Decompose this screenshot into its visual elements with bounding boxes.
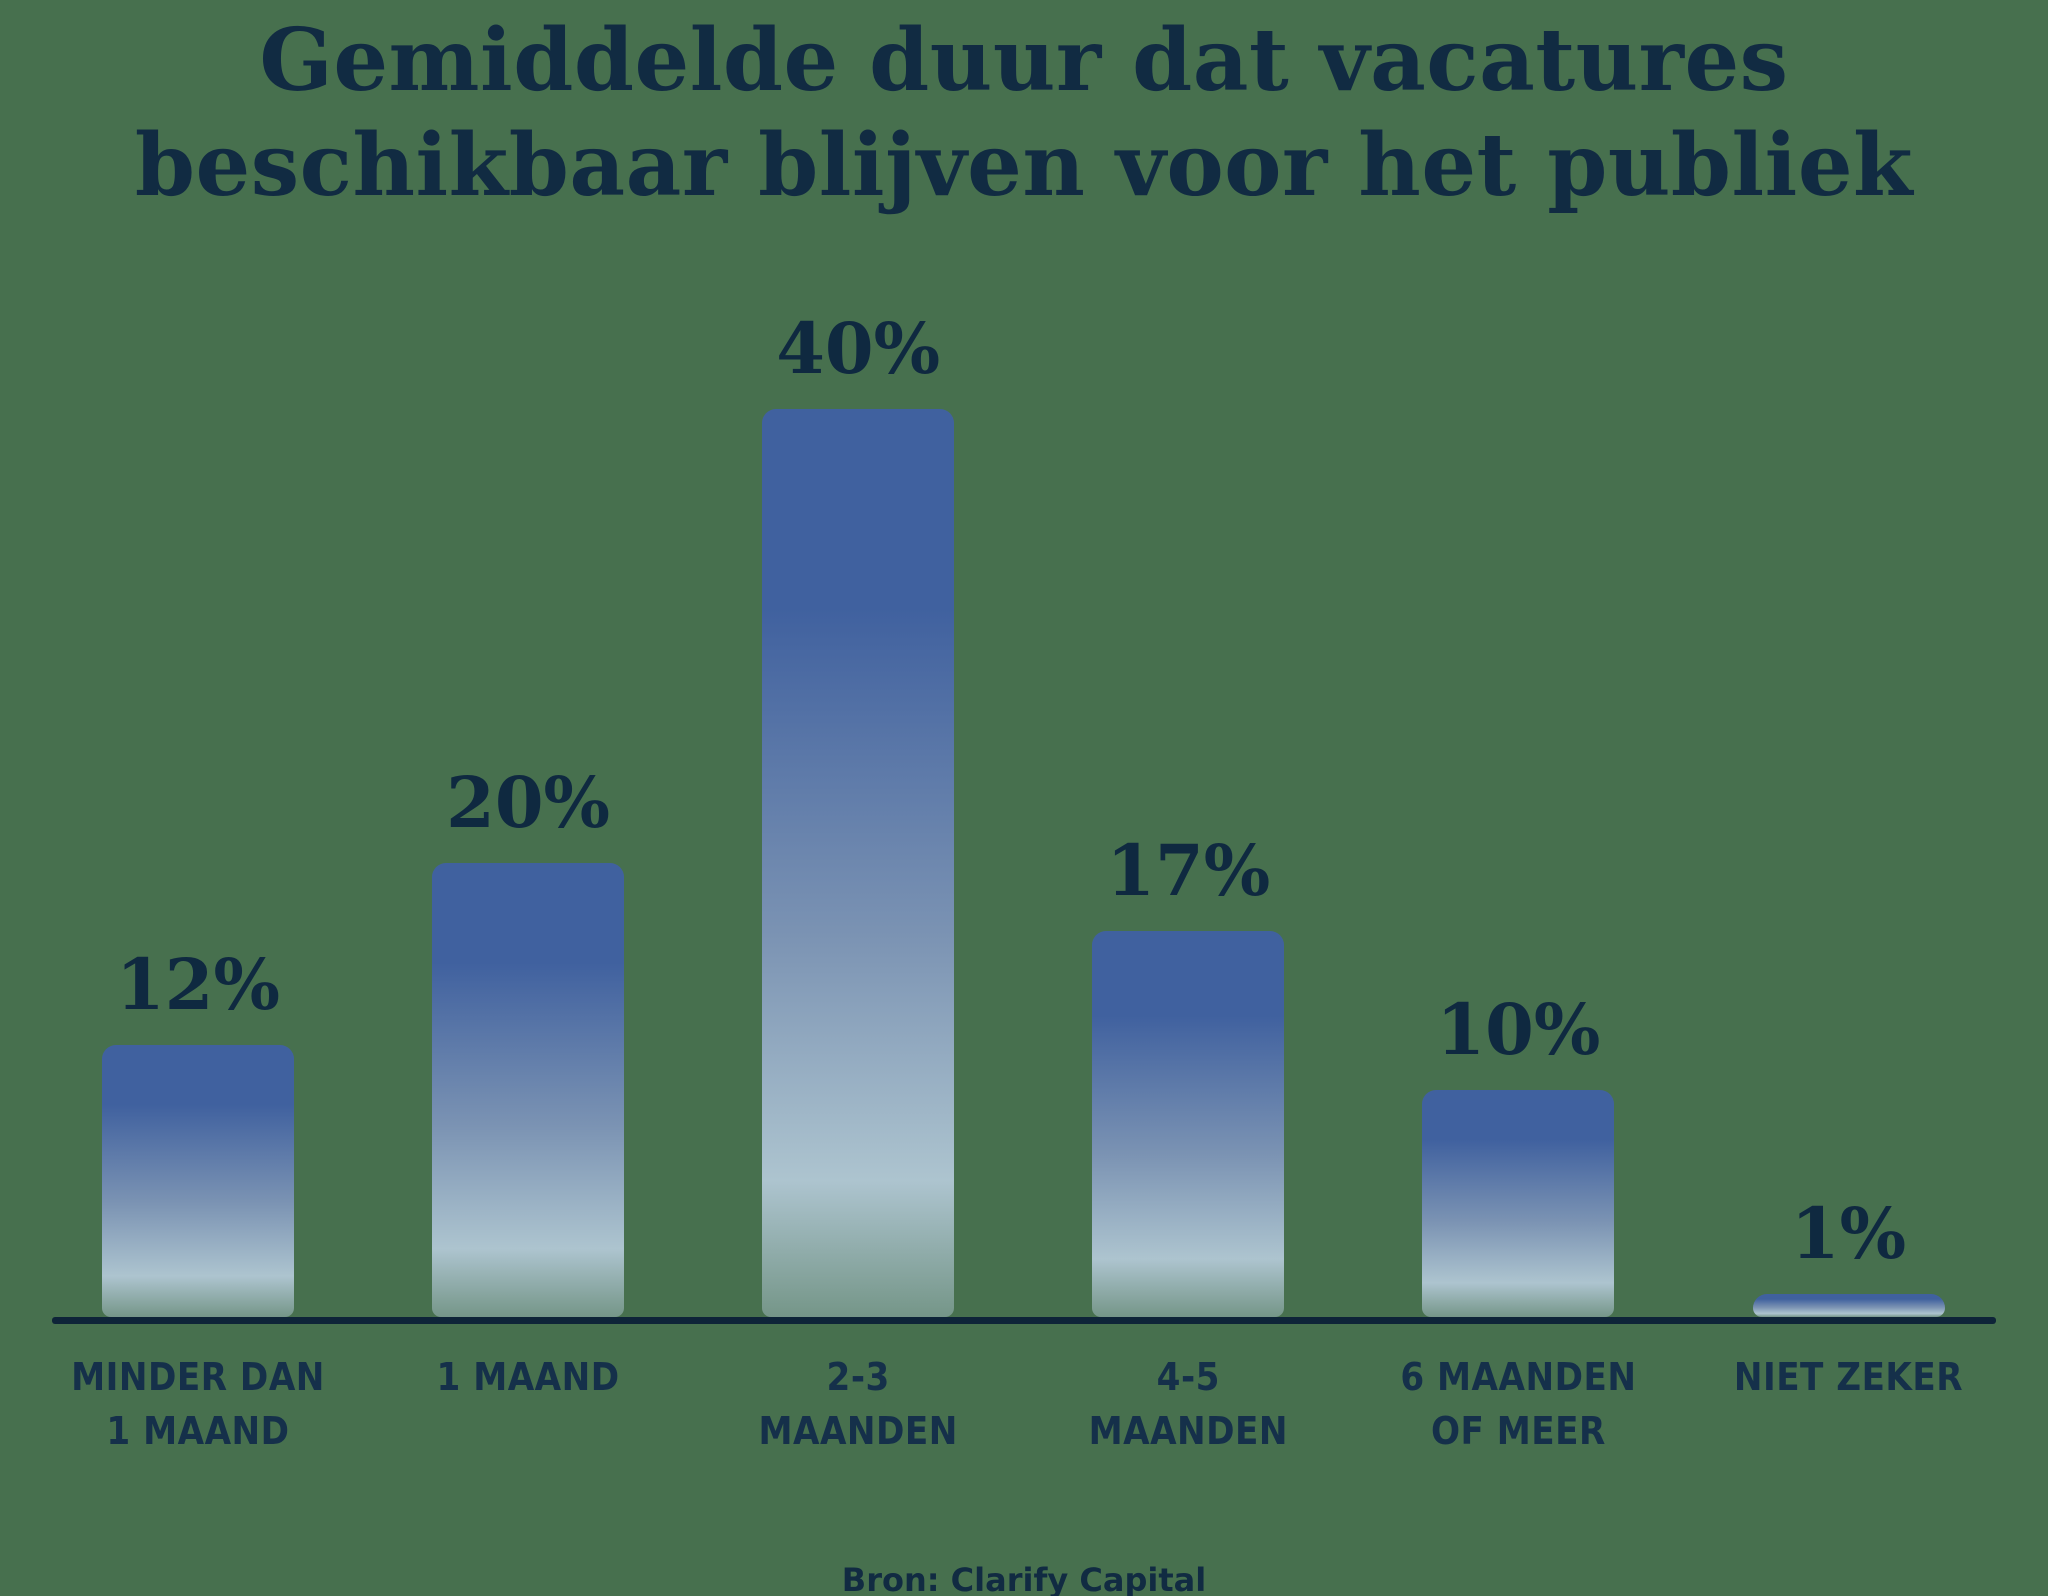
category-label-line: 4-5 xyxy=(1156,1355,1220,1399)
bar-group: 17% 4-5 MAANDEN xyxy=(1018,0,1358,1596)
category-label-line: MAANDEN xyxy=(758,1409,958,1453)
source-credit: Bron: Clarify Capital xyxy=(841,1561,1207,1596)
bar xyxy=(1752,1294,1945,1317)
bar xyxy=(1092,931,1285,1317)
bar-group: 20% 1 MAAND xyxy=(358,0,698,1596)
chart-title-line-1: Gemiddelde duur dat vacatures xyxy=(259,10,1789,111)
category-label-line: 1 MAAND xyxy=(106,1409,290,1453)
category-label-line: 1 MAAND xyxy=(436,1355,620,1399)
chart-title-line-2: beschikbaar blijven voor het publiek xyxy=(134,115,1914,216)
category-label-line: 6 MAANDEN xyxy=(1400,1355,1637,1399)
category-label-line: OF MEER xyxy=(1430,1409,1606,1453)
category-label: 4-5 MAANDEN xyxy=(978,1350,1398,1458)
bar-value-label: 20% xyxy=(446,761,611,844)
x-axis-line xyxy=(52,1317,1996,1324)
category-label: NIET ZEKER xyxy=(1639,1350,2048,1404)
category-label-line: MAANDEN xyxy=(1088,1409,1288,1453)
category-label-line: 2-3 xyxy=(826,1355,890,1399)
category-label: 2-3 MAANDEN xyxy=(648,1350,1068,1458)
bar-value-label: 40% xyxy=(776,307,941,390)
chart-title: Gemiddelde duur dat vacatures beschikbaa… xyxy=(0,8,2048,218)
bar-group: 10% 6 MAANDEN OF MEER xyxy=(1348,0,1688,1596)
bar-value-label: 1% xyxy=(1790,1192,1907,1276)
bar-value-label: 12% xyxy=(116,942,280,1026)
category-label: 6 MAANDEN OF MEER xyxy=(1308,1350,1728,1458)
bar-group: 12% MINDER DAN 1 MAAND xyxy=(28,0,368,1596)
category-label-line: MINDER DAN xyxy=(71,1355,325,1399)
bar xyxy=(1422,1090,1615,1317)
bar-group: 1% NIET ZEKER xyxy=(1679,0,2019,1596)
category-label: MINDER DAN 1 MAAND xyxy=(0,1350,408,1458)
bar xyxy=(102,1044,294,1317)
bar xyxy=(432,863,625,1317)
category-label-line: NIET ZEKER xyxy=(1733,1355,1964,1399)
bar-value-label: 17% xyxy=(1106,829,1271,913)
bar xyxy=(762,409,955,1317)
bar-group: 40% 2-3 MAANDEN xyxy=(688,0,1028,1596)
bar-value-label: 10% xyxy=(1436,988,1601,1071)
category-label: 1 MAAND xyxy=(318,1350,738,1404)
